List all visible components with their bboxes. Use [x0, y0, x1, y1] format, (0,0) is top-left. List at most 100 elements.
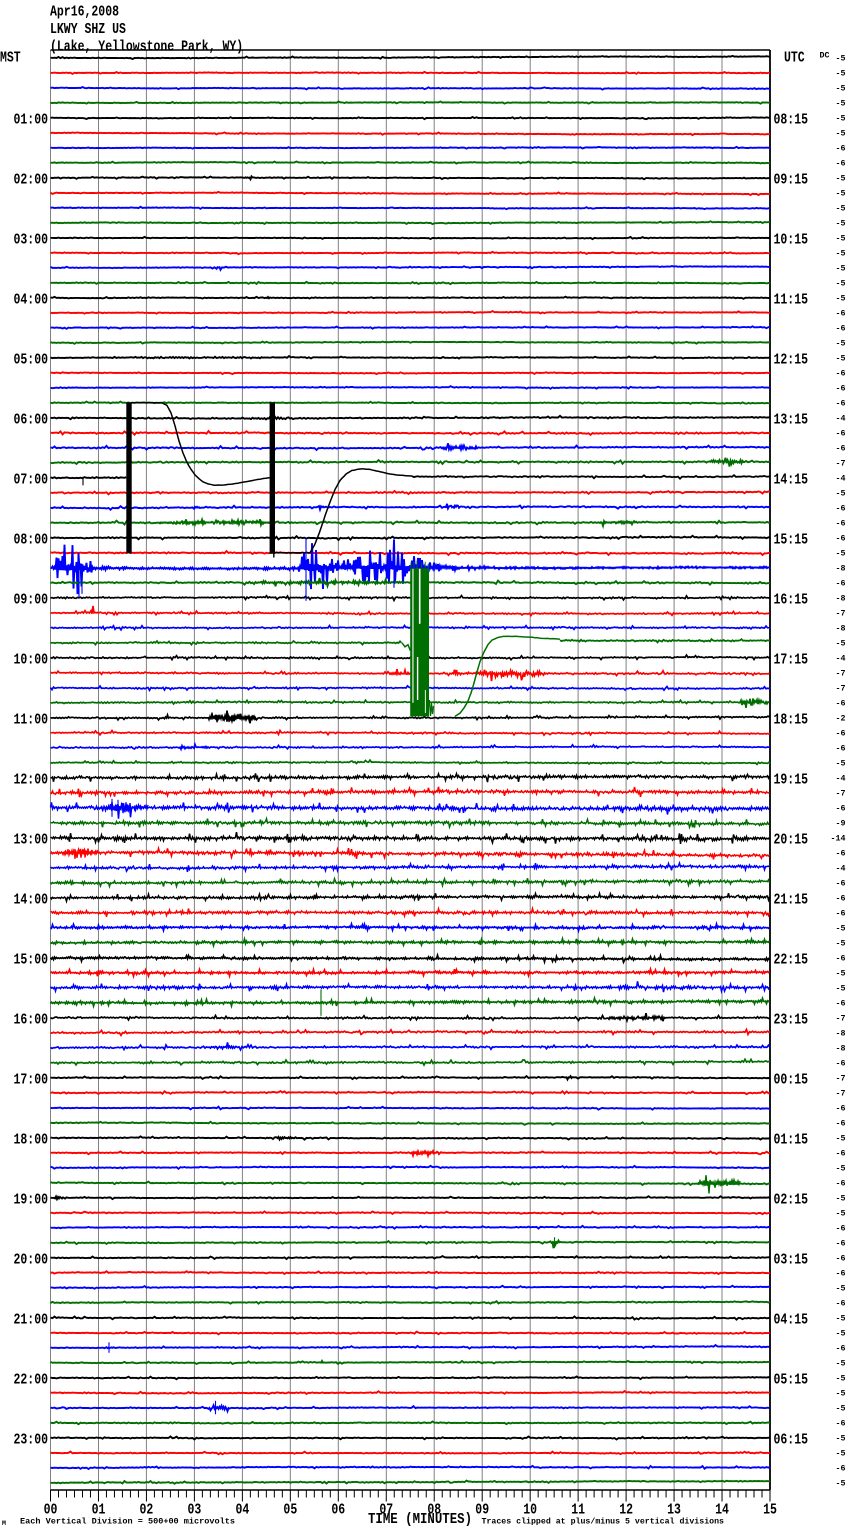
svg-text:-5: -5 [836, 54, 846, 64]
svg-text:-6: -6 [836, 1119, 846, 1129]
svg-text:13:00: 13:00 [14, 832, 49, 848]
svg-text:18:15: 18:15 [774, 712, 809, 728]
svg-text:14:00: 14:00 [14, 892, 49, 908]
svg-text:12: 12 [619, 1502, 633, 1518]
svg-text:-5: -5 [836, 1389, 846, 1399]
svg-text:17:15: 17:15 [774, 652, 809, 668]
svg-text:-9: -9 [836, 819, 846, 829]
svg-text:-6: -6 [836, 309, 846, 319]
svg-text:-5: -5 [836, 1314, 846, 1324]
svg-text:-6: -6 [836, 729, 846, 739]
svg-text:10:00: 10:00 [14, 652, 49, 668]
svg-text:-5: -5 [836, 354, 846, 364]
svg-text:09:00: 09:00 [14, 592, 49, 608]
svg-text:-6: -6 [836, 954, 846, 964]
svg-text:19:15: 19:15 [774, 772, 809, 788]
svg-text:-6: -6 [836, 894, 846, 904]
svg-text:Apr16,2008: Apr16,2008 [50, 5, 119, 21]
svg-text:-6: -6 [836, 804, 846, 814]
svg-text:DC: DC [820, 51, 830, 61]
svg-text:21:15: 21:15 [774, 892, 809, 908]
svg-text:17:00: 17:00 [14, 1072, 49, 1088]
svg-text:-5: -5 [836, 1134, 846, 1144]
svg-text:-6: -6 [836, 699, 846, 709]
svg-text:12:15: 12:15 [774, 352, 809, 368]
svg-text:-5: -5 [836, 1449, 846, 1459]
svg-text:-6: -6 [836, 999, 846, 1009]
svg-text:13:15: 13:15 [774, 412, 809, 428]
svg-text:01: 01 [92, 1502, 106, 1518]
svg-text:-5: -5 [836, 924, 846, 934]
svg-text:-6: -6 [836, 519, 846, 529]
svg-text:-6: -6 [836, 1059, 846, 1069]
svg-text:-6: -6 [836, 1344, 846, 1354]
svg-text:Each Vertical Division = 500+: Each Vertical Division = 500+00 microvol… [20, 1516, 235, 1526]
svg-text:M: M [2, 1520, 6, 1527]
svg-text:-5: -5 [836, 84, 846, 94]
svg-text:-5: -5 [836, 129, 846, 139]
svg-text:-8: -8 [836, 564, 846, 574]
svg-text:14: 14 [715, 1502, 729, 1518]
svg-text:-5: -5 [836, 279, 846, 289]
svg-text:-4: -4 [836, 474, 846, 484]
svg-text:(Lake, Yellowstone Park, WY): (Lake, Yellowstone Park, WY) [50, 40, 243, 56]
svg-text:05:00: 05:00 [14, 352, 49, 368]
svg-text:20:00: 20:00 [14, 1252, 49, 1268]
svg-text:-7: -7 [836, 1014, 846, 1024]
svg-text:-6: -6 [836, 1254, 846, 1264]
svg-text:12:00: 12:00 [14, 772, 49, 788]
svg-text:21:00: 21:00 [14, 1312, 49, 1328]
svg-text:-5: -5 [836, 114, 846, 124]
svg-text:-8: -8 [836, 594, 846, 604]
svg-text:-6: -6 [836, 1299, 846, 1309]
svg-text:08:00: 08:00 [14, 532, 49, 548]
svg-text:-5: -5 [836, 1284, 846, 1294]
svg-text:23:15: 23:15 [774, 1012, 809, 1028]
svg-text:01:00: 01:00 [14, 112, 49, 128]
svg-text:23:00: 23:00 [14, 1432, 49, 1448]
svg-text:-6: -6 [836, 534, 846, 544]
svg-text:10: 10 [523, 1502, 537, 1518]
svg-text:UTC: UTC [784, 51, 805, 67]
svg-text:15: 15 [763, 1502, 777, 1518]
svg-text:08:15: 08:15 [774, 112, 809, 128]
svg-text:-6: -6 [836, 429, 846, 439]
svg-text:-5: -5 [836, 294, 846, 304]
svg-text:-5: -5 [836, 234, 846, 244]
svg-text:-6: -6 [836, 1464, 846, 1474]
svg-text:-5: -5 [836, 1194, 846, 1204]
svg-text:-7: -7 [836, 1089, 846, 1099]
svg-text:10:15: 10:15 [774, 232, 809, 248]
svg-text:-5: -5 [836, 969, 846, 979]
svg-text:20:15: 20:15 [774, 832, 809, 848]
svg-text:07: 07 [379, 1502, 393, 1518]
svg-text:-5: -5 [836, 339, 846, 349]
svg-text:-6: -6 [836, 1269, 846, 1279]
svg-text:-2: -2 [836, 714, 846, 724]
svg-text:11:15: 11:15 [774, 292, 809, 308]
svg-text:-6: -6 [836, 1149, 846, 1159]
svg-text:08: 08 [427, 1502, 441, 1518]
svg-text:-5: -5 [836, 1479, 846, 1489]
svg-text:-5: -5 [836, 174, 846, 184]
svg-text:-7: -7 [836, 684, 846, 694]
svg-text:-5: -5 [836, 759, 846, 769]
svg-text:-6: -6 [836, 369, 846, 379]
svg-text:16:15: 16:15 [774, 592, 809, 608]
svg-text:TIME (MINUTES): TIME (MINUTES) [368, 1512, 472, 1528]
svg-text:Traces clipped at plus/minus 5: Traces clipped at plus/minus 5 vertical … [482, 1517, 725, 1527]
svg-text:02:15: 02:15 [774, 1192, 809, 1208]
svg-text:-5: -5 [836, 984, 846, 994]
svg-text:-5: -5 [836, 639, 846, 649]
svg-text:MST: MST [0, 51, 21, 67]
svg-text:-6: -6 [836, 1104, 846, 1114]
svg-text:-5: -5 [836, 1404, 846, 1414]
svg-text:06:15: 06:15 [774, 1432, 809, 1448]
svg-text:-5: -5 [836, 1209, 846, 1219]
svg-text:03:15: 03:15 [774, 1252, 809, 1268]
svg-text:15:15: 15:15 [774, 532, 809, 548]
svg-text:09:15: 09:15 [774, 172, 809, 188]
svg-text:15:00: 15:00 [14, 952, 49, 968]
svg-text:-6: -6 [836, 324, 846, 334]
svg-text:-5: -5 [836, 249, 846, 259]
